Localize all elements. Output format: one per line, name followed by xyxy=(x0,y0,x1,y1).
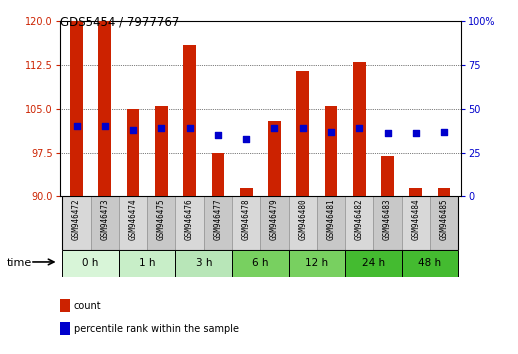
Bar xyxy=(176,196,204,250)
Text: 48 h: 48 h xyxy=(419,258,441,268)
Bar xyxy=(232,250,289,277)
Bar xyxy=(401,196,430,250)
Bar xyxy=(70,21,83,196)
Bar xyxy=(409,188,422,196)
Text: GSM946473: GSM946473 xyxy=(100,198,109,240)
Text: 3 h: 3 h xyxy=(195,258,212,268)
Text: GSM946483: GSM946483 xyxy=(383,198,392,240)
Point xyxy=(100,124,109,129)
Bar xyxy=(345,250,401,277)
Text: 12 h: 12 h xyxy=(305,258,328,268)
Text: GSM946480: GSM946480 xyxy=(298,198,307,240)
Bar xyxy=(119,250,176,277)
Bar xyxy=(176,250,232,277)
Point xyxy=(298,125,307,131)
Text: 24 h: 24 h xyxy=(362,258,385,268)
Text: 0 h: 0 h xyxy=(82,258,99,268)
Bar xyxy=(62,250,119,277)
Point xyxy=(73,124,81,129)
Point xyxy=(270,125,279,131)
Point xyxy=(185,125,194,131)
Text: percentile rank within the sample: percentile rank within the sample xyxy=(74,324,238,334)
Text: GSM946477: GSM946477 xyxy=(213,198,222,240)
Bar xyxy=(261,196,289,250)
Bar xyxy=(91,196,119,250)
Bar xyxy=(183,45,196,196)
Point xyxy=(327,129,335,135)
Bar xyxy=(373,196,401,250)
Point xyxy=(242,136,250,142)
Bar xyxy=(296,71,309,196)
Bar xyxy=(62,196,91,250)
Text: GSM946478: GSM946478 xyxy=(242,198,251,240)
Bar xyxy=(268,121,281,196)
Bar xyxy=(147,196,176,250)
Text: 6 h: 6 h xyxy=(252,258,268,268)
Text: GSM946476: GSM946476 xyxy=(185,198,194,240)
Text: 1 h: 1 h xyxy=(139,258,155,268)
Text: time: time xyxy=(7,258,32,268)
Bar xyxy=(289,250,345,277)
Bar xyxy=(232,196,261,250)
Bar xyxy=(98,21,111,196)
Bar xyxy=(345,196,373,250)
Text: GSM946485: GSM946485 xyxy=(440,198,449,240)
Text: GSM946472: GSM946472 xyxy=(72,198,81,240)
Bar xyxy=(289,196,317,250)
Point xyxy=(440,129,448,135)
Text: GSM946475: GSM946475 xyxy=(157,198,166,240)
Bar xyxy=(317,196,345,250)
Bar xyxy=(204,196,232,250)
Bar xyxy=(438,188,451,196)
Text: GSM946482: GSM946482 xyxy=(355,198,364,240)
Bar xyxy=(119,196,147,250)
Text: GSM946481: GSM946481 xyxy=(326,198,336,240)
Bar xyxy=(60,322,69,335)
Point xyxy=(214,132,222,138)
Bar xyxy=(60,299,69,312)
Bar xyxy=(325,106,337,196)
Point xyxy=(355,125,364,131)
Bar xyxy=(430,196,458,250)
Text: GSM946479: GSM946479 xyxy=(270,198,279,240)
Point xyxy=(412,131,420,136)
Point xyxy=(129,127,137,133)
Bar xyxy=(353,62,366,196)
Bar xyxy=(127,109,139,196)
Text: GSM946474: GSM946474 xyxy=(128,198,138,240)
Bar xyxy=(401,250,458,277)
Point xyxy=(157,125,165,131)
Bar xyxy=(211,153,224,196)
Text: GSM946484: GSM946484 xyxy=(411,198,420,240)
Text: count: count xyxy=(74,301,101,311)
Bar xyxy=(381,156,394,196)
Bar xyxy=(240,188,252,196)
Point xyxy=(383,131,392,136)
Bar xyxy=(155,106,168,196)
Text: GDS5454 / 7977767: GDS5454 / 7977767 xyxy=(60,16,179,29)
